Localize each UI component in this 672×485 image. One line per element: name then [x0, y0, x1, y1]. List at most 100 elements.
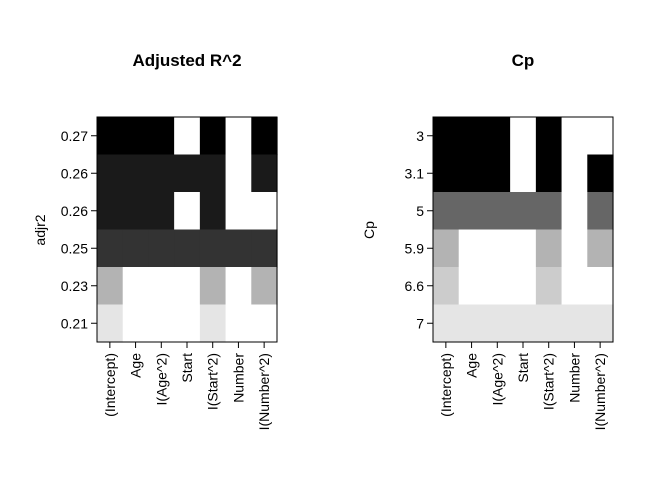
adjr2-cell-r2-c1 [122, 192, 150, 231]
adjr2-cell-r0-c2 [148, 117, 175, 156]
adjr2-ytick-label-4: 0.23 [61, 278, 88, 294]
cp-cell-r5-c0 [433, 304, 460, 343]
cp-cell-r4-c4 [535, 267, 563, 306]
cp-cell-r4-c6 [587, 267, 614, 306]
adjr2-xtick-label-6: I(Number^2) [256, 353, 272, 430]
cp-cell-r1-c3 [510, 154, 537, 193]
adjr2-ytick-label-2: 0.26 [61, 203, 88, 219]
cp-cell-r1-c5 [561, 154, 588, 193]
adjr2-xtick-label-2: I(Age^2) [153, 353, 169, 405]
adjr2-cell-r1-c4 [199, 154, 227, 193]
cp-xtick-label-2: I(Age^2) [489, 353, 505, 405]
cp-cell-r1-c4 [535, 154, 563, 193]
adjr2-cell-r4-c3 [174, 267, 201, 306]
adjr2-cell-r0-c4 [199, 117, 227, 156]
adjr2-ytick-label-0: 0.27 [61, 128, 88, 144]
cp-cell-r4-c3 [510, 267, 537, 306]
cp-ytick-label-3: 5.9 [405, 240, 425, 256]
cp-ytick-label-2: 5 [416, 203, 424, 219]
cp-panel: Cp Cp 3 3.1 5 5.9 6.6 7 (Intercept) Age I(Age^2)… [361, 51, 614, 430]
cp-cell-r4-c2 [484, 267, 511, 306]
adjr2-cell-r5-c4 [199, 304, 227, 343]
adjr2-cell-r4-c1 [122, 267, 150, 306]
cp-cell-r0-c4 [535, 117, 563, 156]
adjr2-cell-r4-c0 [97, 267, 124, 306]
adjr2-title: Adjusted R^2 [132, 51, 241, 70]
adjr2-cell-r0-c6 [251, 117, 278, 156]
adjr2-cell-r5-c1 [122, 304, 150, 343]
adjr2-cell-r1-c3 [174, 154, 201, 193]
cp-xtick-label-1: Age [464, 353, 480, 378]
adjr2-xtick-label-5: Number [230, 353, 246, 403]
cp-cell-r3-c4 [535, 229, 563, 268]
cp-xtick-label-5: Number [566, 353, 582, 403]
cp-cell-r5-c1 [458, 304, 486, 343]
adjr2-xtick-label-4: I(Start^2) [205, 353, 221, 410]
adjr2-cell-r5-c6 [251, 304, 278, 343]
cp-cell-r3-c5 [561, 229, 588, 268]
cp-cell-r1-c1 [458, 154, 486, 193]
adjr2-cell-r5-c2 [148, 304, 175, 343]
cp-cell-r2-c4 [535, 192, 563, 231]
adjr2-cell-r2-c6 [251, 192, 278, 231]
cp-cell-r5-c5 [561, 304, 588, 343]
adjr2-cell-r1-c5 [225, 154, 252, 193]
adjr2-cell-r1-c6 [251, 154, 278, 193]
cp-cell-r4-c0 [433, 267, 460, 306]
adjr2-xtick-label-3: Start [179, 353, 195, 383]
cp-cell-r0-c2 [484, 117, 511, 156]
adjr2-cell-r3-c0 [97, 229, 124, 268]
adjr2-ytick-label-5: 0.21 [61, 315, 88, 331]
cp-cell-r4-c5 [561, 267, 588, 306]
adjr2-cell-r0-c5 [225, 117, 252, 156]
cp-cell-r3-c1 [458, 229, 486, 268]
cp-ytick-label-1: 3.1 [405, 165, 425, 181]
cp-cell-r0-c6 [587, 117, 614, 156]
adjr2-cell-r4-c4 [199, 267, 227, 306]
adjr2-cell-r4-c6 [251, 267, 278, 306]
cp-cell-r4-c1 [458, 267, 486, 306]
adjr2-ylabel: adjr2 [32, 214, 48, 245]
adjr2-cell-r2-c2 [148, 192, 175, 231]
cp-ytick-label-4: 6.6 [405, 278, 425, 294]
adjr2-cell-r1-c2 [148, 154, 175, 193]
adjr2-cell-r2-c3 [174, 192, 201, 231]
cp-cell-r3-c2 [484, 229, 511, 268]
adjr2-panel: Adjusted R^2 adjr2 0.27 0.26 0.26 0.25 0.23 0… [32, 51, 278, 430]
adjr2-cell-r3-c1 [122, 229, 150, 268]
cp-cell-r1-c2 [484, 154, 511, 193]
cp-title: Cp [512, 51, 535, 70]
adjr2-cell-r2-c0 [97, 192, 124, 231]
cp-ytick-label-5: 7 [416, 315, 424, 331]
adjr2-cell-r0-c1 [122, 117, 150, 156]
adjr2-cell-r5-c3 [174, 304, 201, 343]
cp-cell-r2-c6 [587, 192, 614, 231]
cp-xtick-label-3: Start [515, 353, 531, 383]
cp-cell-r3-c0 [433, 229, 460, 268]
adjr2-ytick-label-1: 0.26 [61, 165, 88, 181]
adjr2-xtick-label-0: (Intercept) [102, 353, 118, 417]
cp-cell-r5-c2 [484, 304, 511, 343]
adjr2-cell-r3-c6 [251, 229, 278, 268]
cp-cell-r5-c6 [587, 304, 614, 343]
adjr2-cell-r2-c5 [225, 192, 252, 231]
cp-ytick-label-0: 3 [416, 128, 424, 144]
cp-xtick-label-6: I(Number^2) [592, 353, 608, 430]
adjr2-cell-r3-c2 [148, 229, 175, 268]
cp-cell-r3-c6 [587, 229, 614, 268]
cp-cell-r3-c3 [510, 229, 537, 268]
cp-cell-r5-c3 [510, 304, 537, 343]
cp-cell-r0-c1 [458, 117, 486, 156]
adjr2-cell-r2-c4 [199, 192, 227, 231]
cp-cell-r2-c1 [458, 192, 486, 231]
cp-cell-r1-c0 [433, 154, 460, 193]
adjr2-cell-r4-c5 [225, 267, 252, 306]
adjr2-cell-r3-c5 [225, 229, 252, 268]
cp-cell-r0-c5 [561, 117, 588, 156]
cp-cell-r2-c5 [561, 192, 588, 231]
adjr2-ytick-label-3: 0.25 [61, 240, 88, 256]
adjr2-cell-r3-c4 [199, 229, 227, 268]
cp-cell-r0-c0 [433, 117, 460, 156]
